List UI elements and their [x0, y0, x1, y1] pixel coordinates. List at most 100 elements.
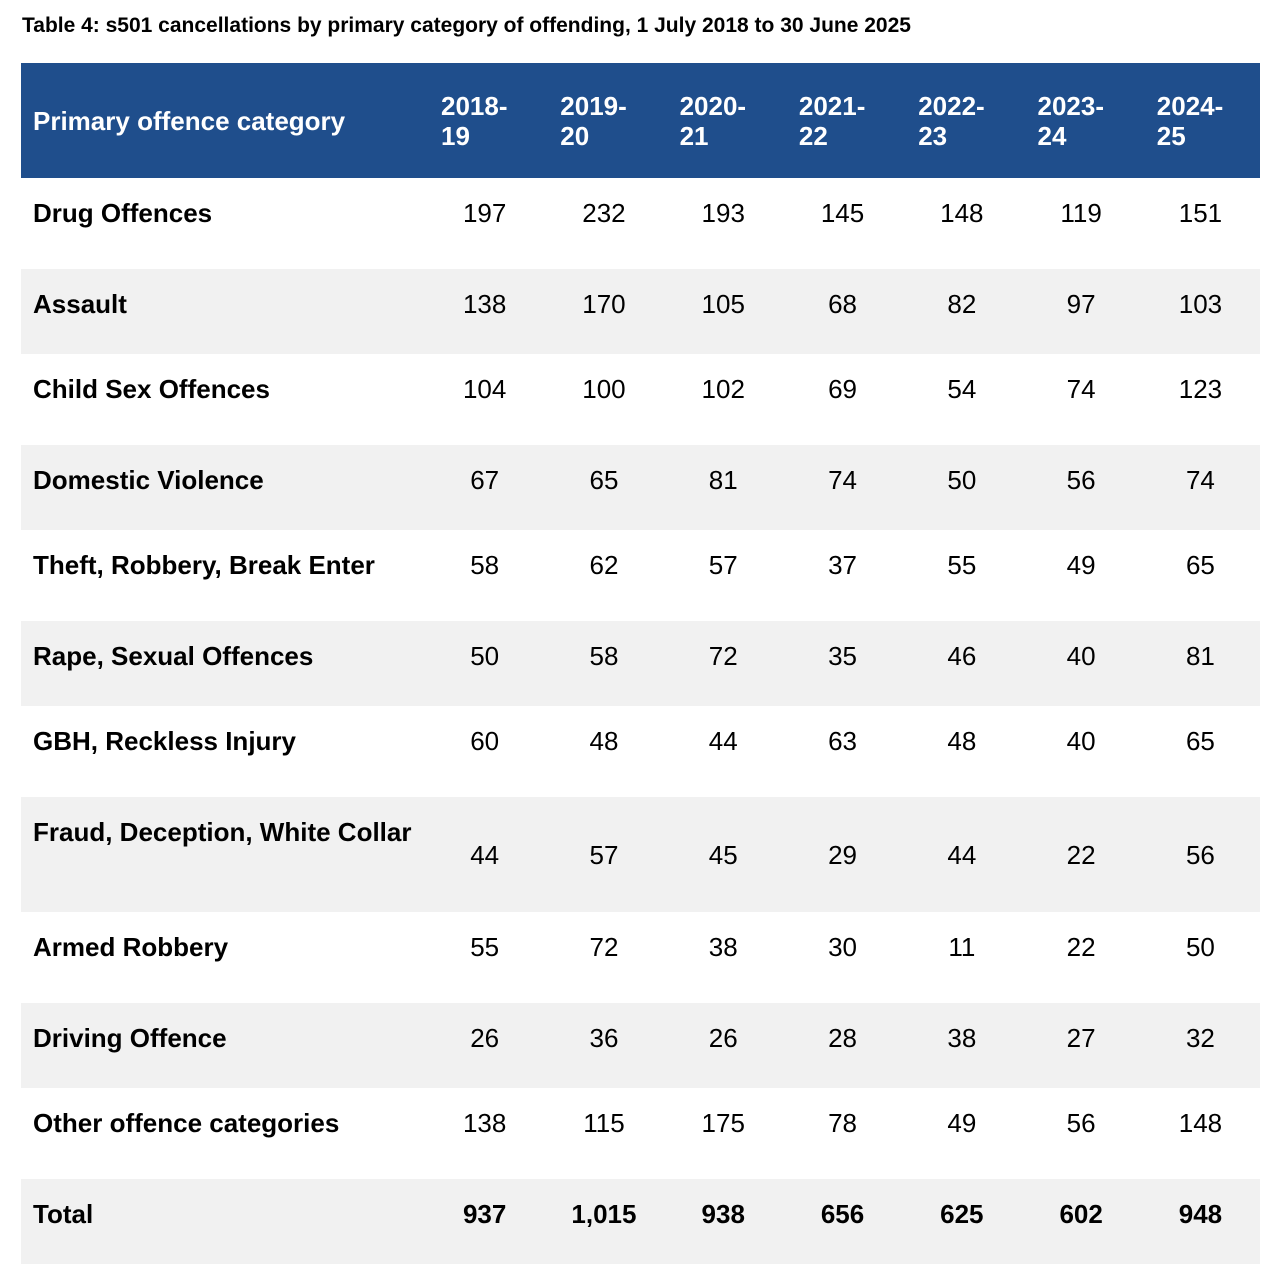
category-cell: Assault — [33, 289, 127, 319]
category-cell: Drug Offences — [33, 198, 213, 228]
value-cell: 49 — [1066, 550, 1096, 580]
value-cell: 58 — [470, 550, 500, 580]
table-row: Armed Robbery 55 72 38 30 11 22 50 — [21, 912, 1261, 1003]
value-cell: 65 — [1185, 550, 1215, 580]
value-cell: 68 — [828, 289, 857, 319]
value-cell: 145 — [820, 198, 865, 228]
category-cell: Armed Robbery — [33, 932, 229, 962]
value-cell: 55 — [947, 550, 977, 580]
value-cell: 55 — [470, 932, 500, 962]
value-cell: 29 — [828, 839, 857, 870]
value-cell: 100 — [582, 374, 626, 404]
table-body: Drug Offences 197 232 193 145 148 119 151 Assaul… — [21, 178, 1261, 1264]
value-cell: 30 — [828, 932, 857, 962]
value-cell: 57 — [708, 550, 738, 580]
value-cell: 948 — [1178, 1199, 1223, 1229]
value-cell: 35 — [828, 641, 857, 671]
header-category: Primary offence category — [33, 105, 346, 136]
value-cell: 38 — [947, 1023, 977, 1053]
value-cell: 105 — [701, 289, 745, 319]
value-cell: 115 — [583, 1108, 625, 1138]
value-cell: 57 — [589, 839, 619, 870]
value-cell: 102 — [701, 374, 745, 404]
value-cell: 22 — [1066, 839, 1096, 870]
table-row: GBH, Reckless Injury 60 48 44 63 48 40 65 — [21, 706, 1261, 797]
table-row: Drug Offences 197 232 193 145 148 119 151 — [21, 178, 1261, 269]
value-cell: 197 — [462, 198, 507, 228]
value-cell: 49 — [947, 1108, 977, 1138]
value-cell: 193 — [701, 198, 745, 228]
value-cell: 148 — [940, 198, 984, 228]
value-cell: 50 — [947, 465, 977, 495]
category-cell: Fraud, Deception, White Collar — [33, 817, 412, 847]
value-cell: 232 — [582, 198, 626, 228]
value-cell: 46 — [947, 641, 977, 671]
value-cell: 56 — [1066, 1108, 1096, 1138]
value-cell: 28 — [828, 1023, 857, 1053]
value-cell: 11 — [948, 932, 976, 962]
value-cell: 82 — [947, 289, 977, 319]
value-cell: 44 — [470, 839, 500, 870]
value-cell: 138 — [462, 1108, 507, 1138]
value-cell: 62 — [589, 550, 619, 580]
value-cell: 104 — [462, 374, 507, 404]
value-cell: 50 — [1185, 932, 1215, 962]
value-cell: 38 — [708, 932, 738, 962]
value-cell: 40 — [1066, 641, 1096, 671]
table-row: Assault 138 170 105 68 82 97 103 — [21, 269, 1261, 354]
value-cell: 602 — [1059, 1199, 1103, 1229]
value-cell: 56 — [1185, 839, 1215, 870]
table-row: Other offence categories 138 115 175 78 49 56 1… — [21, 1088, 1261, 1179]
value-cell: 81 — [1185, 641, 1215, 671]
value-cell: 67 — [470, 465, 500, 495]
table-caption: Table 4: s501 cancellations by primary c… — [22, 14, 911, 37]
value-cell: 56 — [1066, 465, 1096, 495]
table-row: Driving Offence 26 36 26 28 38 27 32 — [21, 1003, 1261, 1088]
category-cell: Theft, Robbery, Break Enter — [33, 550, 375, 580]
value-cell: 48 — [589, 726, 619, 756]
header-year: 2023-24 — [1037, 90, 1104, 151]
header-year: 2020-21 — [679, 90, 747, 151]
value-cell: 170 — [582, 289, 626, 319]
category-cell: Domestic Violence — [33, 465, 264, 495]
value-cell: 63 — [828, 726, 857, 756]
table-row: Rape, Sexual Offences 50 58 72 35 46 40 81 — [21, 621, 1261, 706]
category-cell: Child Sex Offences — [33, 374, 270, 404]
value-cell: 40 — [1066, 726, 1096, 756]
value-cell: 625 — [940, 1199, 984, 1229]
value-cell: 138 — [462, 289, 507, 319]
value-cell: 74 — [1185, 465, 1215, 495]
header-year: 2019-20 — [560, 90, 627, 151]
value-cell: 123 — [1178, 374, 1223, 404]
value-cell: 44 — [708, 726, 738, 756]
value-cell: 45 — [708, 839, 738, 870]
value-cell: 656 — [820, 1199, 865, 1229]
total-row: Total 937 1,015 938 656 625 602 948 — [21, 1179, 1261, 1264]
value-cell: 175 — [701, 1108, 745, 1138]
value-cell: 22 — [1066, 932, 1096, 962]
header-year: 2021-22 — [798, 90, 866, 151]
value-cell: 78 — [828, 1108, 857, 1138]
header-year: 2022-23 — [918, 90, 985, 151]
value-cell: 72 — [589, 932, 619, 962]
value-cell: 1,015 — [571, 1199, 637, 1229]
value-cell: 44 — [947, 839, 977, 870]
category-cell: Total — [33, 1199, 94, 1229]
table-row: Child Sex Offences 104 100 102 69 54 74 123 — [21, 354, 1261, 445]
value-cell: 60 — [470, 726, 500, 756]
category-cell: Rape, Sexual Offences — [33, 641, 314, 671]
value-cell: 937 — [462, 1199, 507, 1229]
value-cell: 81 — [708, 465, 738, 495]
value-cell: 54 — [947, 374, 977, 404]
value-cell: 37 — [828, 550, 857, 580]
value-cell: 48 — [947, 726, 977, 756]
header-year: 2024-25 — [1156, 90, 1224, 151]
offence-cancellations-table: Primary offence category 2018-19 2019-20… — [21, 63, 1261, 1264]
value-cell: 148 — [1178, 1108, 1223, 1138]
value-cell: 32 — [1185, 1023, 1215, 1053]
category-cell: Other offence categories — [33, 1108, 340, 1138]
value-cell: 69 — [828, 374, 857, 404]
value-cell: 50 — [470, 641, 500, 671]
table-row: Theft, Robbery, Break Enter 58 62 57 37 55 49 6… — [21, 530, 1261, 621]
value-cell: 26 — [708, 1023, 738, 1053]
